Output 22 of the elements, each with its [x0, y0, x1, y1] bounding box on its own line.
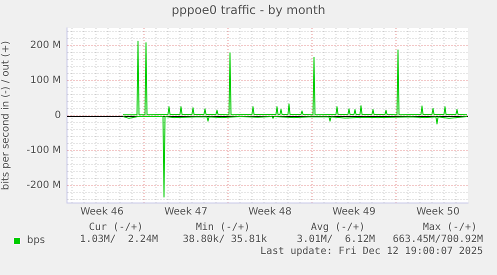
text: Max (-/+) [422, 222, 477, 234]
y-tick-label: 0 [54, 110, 61, 122]
y-axis-title: bits per second in (-) / out (+) [0, 40, 12, 190]
text: 38.80k/ 35.81k [182, 234, 267, 246]
text: Min (-/+) [196, 222, 250, 234]
x-tick-label: Week 49 [332, 206, 376, 218]
text: Avg (-/+) [310, 222, 365, 234]
x-tick-label: Week 46 [80, 206, 124, 218]
y-tick-label: 100 M [30, 75, 61, 86]
text: 1.03M/ 2.24M [80, 234, 158, 246]
x-tick-label: Week 48 [248, 206, 292, 218]
legend-label: bps [27, 235, 45, 246]
y-tick-label: -100 M [26, 145, 61, 156]
x-tick-label: Week 50 [416, 206, 460, 218]
text: 3.01M/ 6.12M [296, 234, 375, 246]
y-tick-label: -200 M [26, 180, 61, 192]
text: Cur (-/+) [88, 222, 143, 234]
y-tick-label: 200 M [30, 40, 61, 52]
x-tick-label: Week 47 [164, 206, 208, 218]
text: Last update: Fri Dec 12 19:00:07 2025 [260, 246, 483, 258]
chart-title: pppoe0 traffic - by month [172, 3, 326, 18]
text: 663.45M/700.92M [392, 234, 483, 246]
